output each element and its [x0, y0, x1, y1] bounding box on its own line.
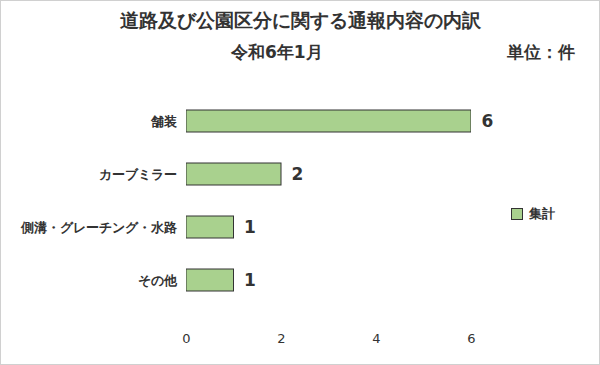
html-text:集計: 集計 — [529, 206, 555, 221]
svg-text:4: 4 — [372, 331, 380, 346]
svg-text:1: 1 — [244, 270, 256, 290]
html-text:令和6年1月: 令和6年1月 — [231, 42, 323, 62]
svg-text:6: 6 — [482, 111, 494, 131]
svg-text:その他: その他 — [138, 273, 178, 288]
svg-text:0: 0 — [182, 331, 190, 346]
svg-text:舗装: 舗装 — [150, 114, 177, 129]
svg-text:側溝・グレーチング・水路: 側溝・グレーチング・水路 — [20, 220, 177, 235]
svg-text:カーブミラー: カーブミラー — [99, 167, 177, 182]
html-text:単位：件: 単位：件 — [507, 42, 575, 62]
svg-text:2: 2 — [277, 331, 285, 346]
svg-text:1: 1 — [244, 217, 256, 237]
svg-text:6: 6 — [467, 331, 475, 346]
html-text:道路及び公園区分に関する通報内容の内訳: 道路及び公園区分に関する通報内容の内訳 — [119, 9, 481, 31]
svg-text:2: 2 — [292, 164, 304, 184]
